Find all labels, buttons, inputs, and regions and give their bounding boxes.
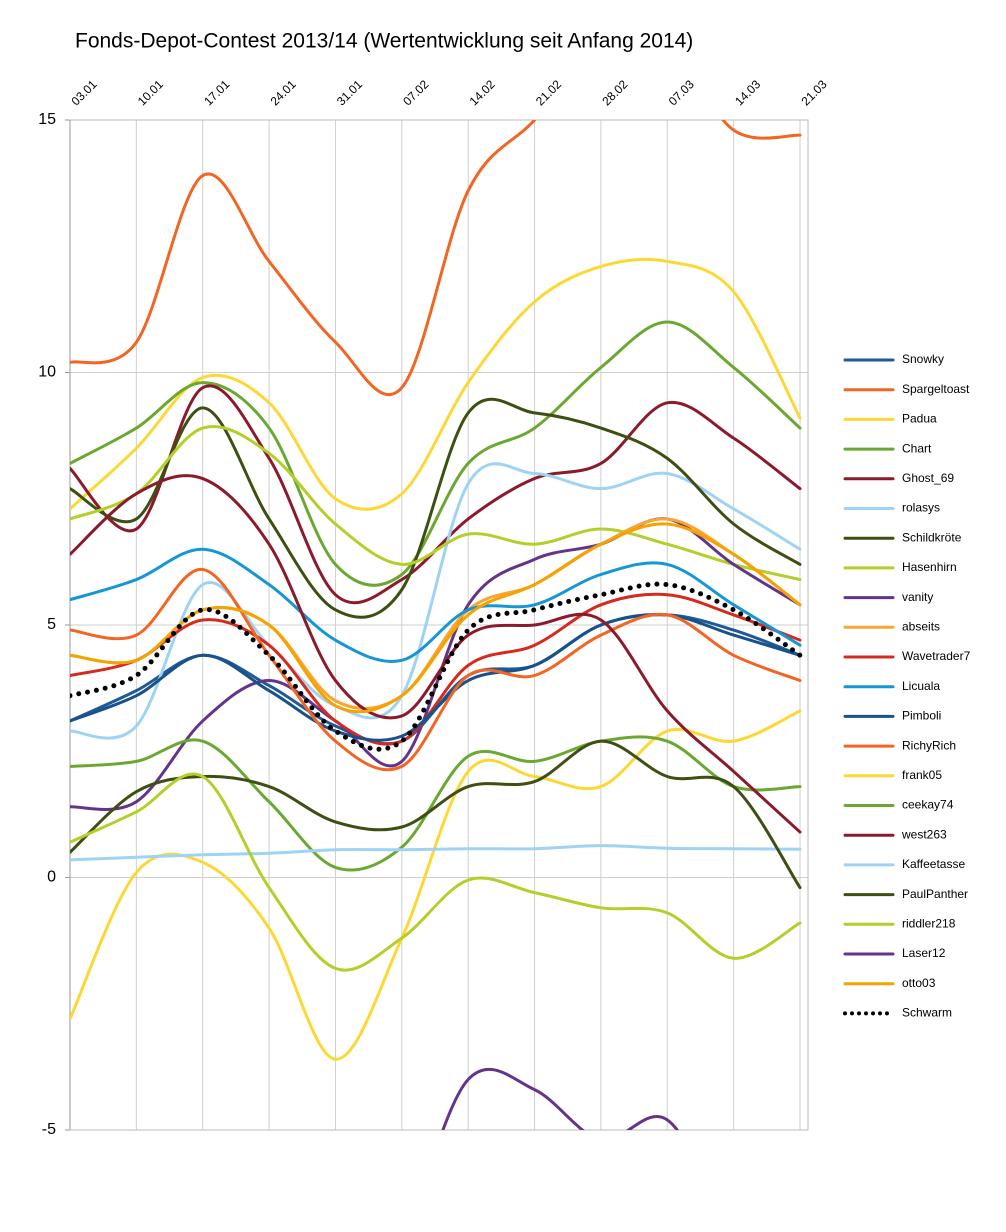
series-line bbox=[70, 581, 803, 752]
legend-label: rolasys bbox=[902, 501, 940, 515]
x-tick-label: 21.03 bbox=[798, 77, 829, 108]
y-tick-label: -5 bbox=[42, 1121, 56, 1138]
plot-area bbox=[70, 120, 803, 1130]
legend-label: otto03 bbox=[902, 976, 936, 990]
legend-label: Schildkröte bbox=[902, 530, 962, 544]
legend-label: Spargeltoast bbox=[902, 382, 970, 396]
series-line bbox=[70, 522, 802, 714]
x-tick-label: 07.02 bbox=[400, 77, 431, 108]
y-tick-label: 0 bbox=[47, 869, 56, 886]
legend-label: Ghost_69 bbox=[902, 471, 954, 485]
legend-label: ceekay74 bbox=[902, 798, 954, 812]
legend-label: Kaffeetasse bbox=[902, 857, 965, 871]
chart-title: Fonds-Depot-Contest 2013/14 (Wertentwick… bbox=[75, 30, 693, 53]
y-tick-label: 5 bbox=[47, 616, 56, 633]
legend-label: west263 bbox=[901, 827, 947, 841]
legend-label: Pimboli bbox=[902, 709, 941, 723]
legend-label: abseits bbox=[902, 619, 940, 633]
x-tick-label: 31.01 bbox=[334, 77, 365, 108]
series-line bbox=[70, 320, 802, 587]
x-tick-label: 24.01 bbox=[268, 77, 299, 108]
legend-label: Schwarm bbox=[902, 1006, 952, 1020]
legend-label: frank05 bbox=[902, 768, 942, 782]
series-line bbox=[70, 547, 802, 663]
x-tick-label: 28.02 bbox=[599, 77, 630, 108]
x-tick-label: 17.01 bbox=[201, 77, 232, 108]
legend-label: Wavetrader7 bbox=[902, 649, 971, 663]
series-line bbox=[70, 567, 802, 772]
series-line bbox=[441, 1067, 680, 1130]
grid bbox=[65, 119, 809, 1131]
legend-label: Hasenhirn bbox=[902, 560, 957, 574]
legend-label: vanity bbox=[902, 590, 933, 604]
x-tick-label: 14.03 bbox=[732, 77, 763, 108]
legend-label: Laser12 bbox=[902, 946, 946, 960]
y-tick-label: 15 bbox=[38, 111, 56, 128]
series-line bbox=[70, 844, 802, 862]
legend-label: Licuala bbox=[902, 679, 940, 693]
x-tick-label: 14.02 bbox=[467, 77, 498, 108]
x-tick-label: 21.02 bbox=[533, 77, 564, 108]
series-line bbox=[70, 739, 802, 890]
series-line bbox=[70, 709, 802, 1061]
legend-label: Snowky bbox=[902, 352, 944, 366]
x-tick-label: 07.03 bbox=[666, 77, 697, 108]
series-line bbox=[70, 384, 802, 605]
legend-label: PaulPanther bbox=[902, 887, 968, 901]
series-line bbox=[70, 120, 802, 397]
series-line bbox=[70, 474, 802, 834]
series-line bbox=[70, 425, 802, 582]
series-line bbox=[70, 257, 802, 511]
series-line bbox=[70, 397, 802, 619]
x-tick-label: 03.01 bbox=[68, 77, 99, 108]
x-tick-label: 10.01 bbox=[135, 77, 166, 108]
y-tick-label: 10 bbox=[38, 364, 56, 381]
series-line bbox=[70, 735, 802, 872]
legend-label: riddler218 bbox=[902, 916, 956, 930]
series-line bbox=[70, 772, 802, 972]
legend-label: Chart bbox=[902, 441, 932, 455]
legend-label: RichyRich bbox=[902, 738, 956, 752]
legend-label: Padua bbox=[902, 412, 937, 426]
